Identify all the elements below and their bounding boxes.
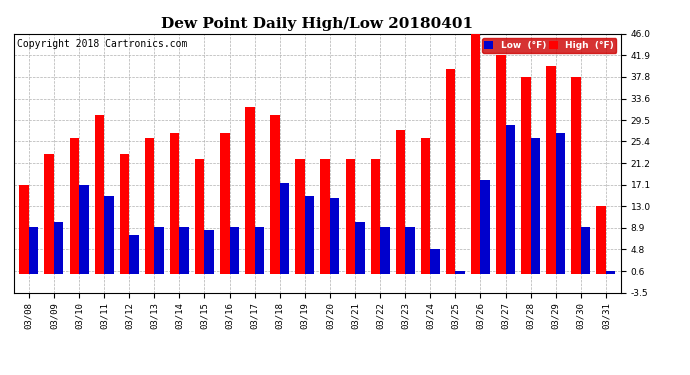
Bar [220,133,230,274]
Bar [54,222,63,274]
Bar [255,227,264,274]
Bar [330,198,339,274]
Bar [279,183,289,274]
Bar [421,138,431,274]
Bar [371,159,380,274]
Bar [145,138,155,274]
Text: Copyright 2018 Cartronics.com: Copyright 2018 Cartronics.com [17,39,187,49]
Bar [506,125,515,274]
Bar [471,34,480,274]
Bar [204,230,214,274]
Bar [395,130,405,274]
Bar [245,107,255,274]
Bar [104,196,114,274]
Bar [446,69,455,274]
Title: Dew Point Daily High/Low 20180401: Dew Point Daily High/Low 20180401 [161,17,473,31]
Bar [355,222,364,274]
Bar [79,185,88,274]
Bar [19,185,29,274]
Bar [596,206,606,274]
Legend: Low  (°F), High  (°F): Low (°F), High (°F) [482,38,616,53]
Bar [455,271,465,274]
Bar [380,227,390,274]
Bar [95,115,104,274]
Bar [521,76,531,274]
Bar [571,76,581,274]
Bar [295,159,305,274]
Bar [70,138,79,274]
Bar [155,227,164,274]
Bar [555,133,565,274]
Bar [431,249,440,274]
Bar [44,154,54,274]
Bar [29,227,39,274]
Bar [305,196,315,274]
Bar [480,180,490,274]
Bar [195,159,204,274]
Bar [129,235,139,274]
Bar [346,159,355,274]
Bar [270,115,279,274]
Bar [496,55,506,274]
Bar [320,159,330,274]
Bar [230,227,239,274]
Bar [546,66,555,274]
Bar [170,133,179,274]
Bar [606,271,615,274]
Bar [119,154,129,274]
Bar [581,227,591,274]
Bar [179,227,189,274]
Bar [531,138,540,274]
Bar [405,227,415,274]
